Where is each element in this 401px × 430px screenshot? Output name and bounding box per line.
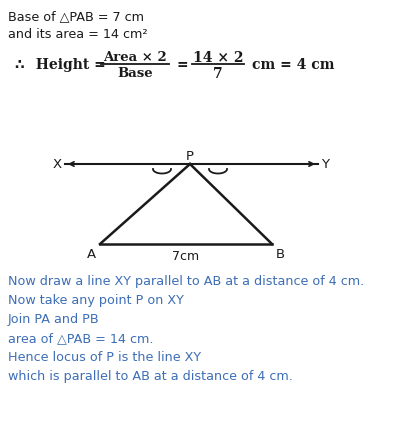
Text: 7cm: 7cm <box>172 249 200 262</box>
Text: and its area = 14 cm²: and its area = 14 cm² <box>8 28 148 41</box>
Text: X: X <box>53 158 62 171</box>
Text: Now draw a line XY parallel to AB at a distance of 4 cm.: Now draw a line XY parallel to AB at a d… <box>8 274 364 287</box>
Text: Now take any point P on XY: Now take any point P on XY <box>8 293 184 306</box>
Text: 14 × 2: 14 × 2 <box>193 51 243 65</box>
Text: B: B <box>276 247 285 261</box>
Text: Join PA and PB: Join PA and PB <box>8 312 99 325</box>
Text: A: A <box>87 247 96 261</box>
Text: ∴: ∴ <box>14 58 24 72</box>
Text: Hence locus of P is the line XY: Hence locus of P is the line XY <box>8 350 201 363</box>
Text: P: P <box>186 150 194 163</box>
Text: Height =: Height = <box>26 58 106 72</box>
Text: Base: Base <box>117 67 153 80</box>
Text: =: = <box>176 58 188 72</box>
Text: Base of △PAB = 7 cm: Base of △PAB = 7 cm <box>8 10 144 23</box>
Text: area of △PAB = 14 cm.: area of △PAB = 14 cm. <box>8 331 154 344</box>
Text: which is parallel to AB at a distance of 4 cm.: which is parallel to AB at a distance of… <box>8 369 293 382</box>
Text: cm = 4 cm: cm = 4 cm <box>252 58 334 72</box>
Text: Area × 2: Area × 2 <box>103 51 167 64</box>
Text: Y: Y <box>321 158 329 171</box>
Text: 7: 7 <box>213 67 223 81</box>
